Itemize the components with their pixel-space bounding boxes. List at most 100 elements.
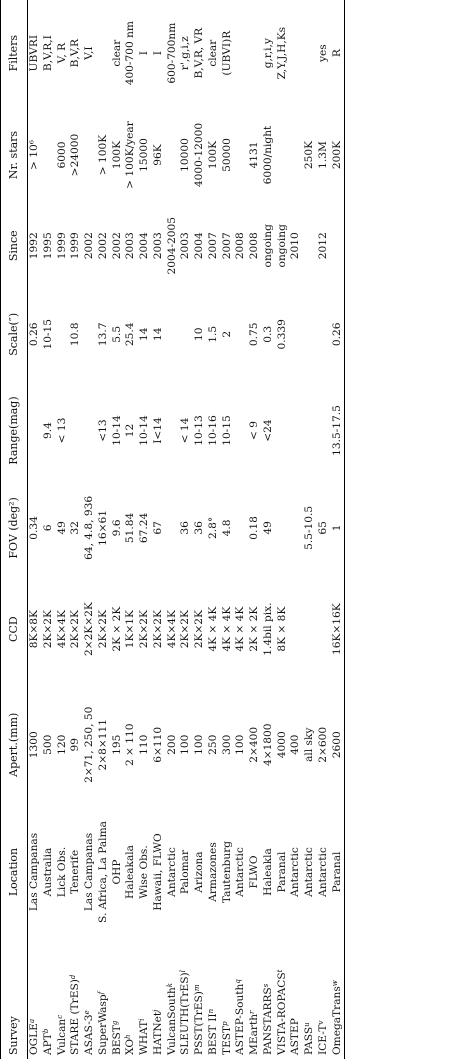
cell-survey: ASAS-3e: [83, 937, 97, 1059]
table-row: OGLEa Las Campanas 1300 8K×8K 0.34 0.26 1992 > …: [28, 0, 42, 1059]
footnote-marker: q: [234, 979, 243, 984]
header-location: Location: [7, 847, 20, 897]
cell-fov: 0.34: [28, 516, 40, 540]
cell-range: 10-13: [193, 415, 205, 446]
table-row: ASTEP Antarctic 400 2010: [289, 0, 303, 1059]
cell-nr-stars: > 100K: [96, 134, 109, 176]
survey-name: VulcanSouth: [165, 987, 178, 1055]
survey-name: XO: [124, 1038, 137, 1055]
header-since: Since: [7, 230, 20, 262]
cell-scale: 10-15: [41, 319, 54, 350]
cell-since: 1999: [55, 232, 68, 260]
cell-nr-stars: 96K: [151, 144, 164, 166]
cell-location: Antarctic: [316, 847, 329, 897]
cell-filters: 400-700 nm: [124, 21, 137, 86]
cell-nr-stars: 15000: [138, 138, 150, 172]
cell-fov: 36: [193, 521, 205, 535]
cell-location: Paranal: [330, 851, 343, 893]
footnote-marker: v: [316, 1020, 325, 1025]
cell-nr-stars: > 100K/year: [124, 121, 137, 189]
table-row: ICE-Tv Antarctic 2×600 65 2012 1.3M yes: [317, 0, 331, 1059]
cell-nr-stars: [276, 106, 290, 203]
cell-filters: yes: [316, 44, 329, 63]
cell-location: S. Africa, La Palma: [96, 821, 109, 923]
table-row: PASSu Antarctic all sky 5.5-10.5 250K: [303, 0, 317, 1059]
cell-survey: XOh: [124, 937, 138, 1059]
cell-aperture: all sky: [303, 727, 315, 762]
cell-scale: 10.8: [69, 322, 82, 347]
footnote-marker: n: [206, 1008, 215, 1014]
cell-location: Antarctic: [234, 847, 247, 897]
cell-ccd: 1.4bil pix.: [261, 602, 274, 656]
table-row: HATNetj Hawaii, FLWO 6×110 2K×2K 67 I<14 14 200…: [152, 0, 166, 1059]
cell-range: < 13: [55, 417, 68, 444]
cell-ccd: 8K×8K: [28, 610, 40, 649]
cell-aperture: 99: [69, 738, 82, 752]
cell-filters: B,V,R, VR: [193, 27, 205, 79]
header-survey: Survey: [7, 1016, 20, 1055]
cell-location: Haleakala: [124, 845, 137, 899]
cell-filters: (UBVI)R: [220, 30, 233, 76]
footnote-marker: b: [41, 1028, 50, 1034]
cell-range: 10-14: [110, 415, 123, 446]
survey-name: PANSTARRS: [261, 987, 274, 1055]
header-fov: FOV (deg²): [7, 497, 20, 559]
footnote-marker: u: [303, 1022, 311, 1027]
cell-range: 13.5-17.5: [330, 405, 343, 456]
cell-since: 1992: [28, 232, 40, 260]
cell-survey: BESTg: [111, 937, 125, 1059]
cell-aperture: 100: [193, 734, 205, 755]
cell-ccd: 4K × 4K: [206, 606, 219, 652]
survey-name: BEST: [110, 1025, 123, 1055]
cell-since: 2008: [248, 232, 260, 260]
cell-nr-stars: 100K: [206, 140, 219, 170]
survey-name: APT: [41, 1033, 54, 1055]
survey-name: Vulcan: [55, 1018, 68, 1055]
cell-aperture: 6×110: [151, 726, 164, 763]
cell-scale: 14: [138, 327, 150, 342]
table-row: SLEUTH(TrES)l Palomar 100 2K×2K 36 < 14 2003 10…: [179, 0, 193, 1059]
cell-location: Las Campanas: [83, 832, 95, 912]
header-aperture: Apert.(mm): [7, 712, 20, 777]
cell-fov: [166, 480, 180, 575]
cell-scale: [317, 288, 331, 381]
cell-scale: 0.26: [330, 322, 343, 347]
cell-ccd: 2K×2K: [138, 610, 150, 649]
table-row: APTb Australia 500 2K×2K 6 9.4 10-15 1995 B,V,R,…: [42, 0, 56, 1059]
cell-survey: MEarthr: [248, 937, 262, 1059]
cell-ccd: 2K×2K: [96, 610, 109, 649]
cell-scale: 1.5: [206, 325, 219, 343]
table-row: Vulcanc Lick Obs. 120 4K×4K 49 < 13 1999 6000 V,…: [56, 0, 70, 1059]
cell-fov: 64, 4.8, 936: [83, 495, 95, 560]
cell-survey: ASTEP-Southq: [234, 937, 248, 1059]
cell-ccd: 16K×16K: [330, 603, 343, 655]
survey-name: OGLE: [28, 1023, 40, 1055]
cell-since: 2003: [151, 232, 164, 260]
cell-scale: [83, 288, 97, 381]
cell-location: Armazones: [206, 842, 219, 902]
cell-aperture: 250: [206, 734, 219, 755]
cell-survey: BEST IIn: [207, 937, 221, 1059]
cell-since: 2002: [110, 232, 123, 260]
cell-scale: [234, 288, 248, 381]
cell-ccd: 2K×2K: [151, 610, 164, 649]
survey-name: STARE (TrES): [69, 979, 82, 1055]
cell-scale: 0.339: [275, 319, 288, 350]
survey-name: ICE-T: [316, 1024, 329, 1056]
footnote-marker: m: [193, 984, 201, 992]
cell-aperture: 2×71, 250, 50: [83, 706, 95, 783]
survey-name: MEarth: [248, 1013, 260, 1055]
cell-since: 2008: [234, 232, 247, 260]
cell-scale: 5.5: [110, 325, 123, 343]
cell-survey: HATNetj: [152, 937, 166, 1059]
table-row: XOh Haleakala 2 × 110 1K×1K 51.84 12 25.4 2003 >…: [124, 0, 138, 1059]
cell-survey: PANSTARRSs: [262, 937, 276, 1059]
survey-name: TEST: [220, 1025, 233, 1055]
cell-filters: [303, 0, 317, 106]
footnote-marker: r: [248, 1010, 256, 1014]
cell-survey: TESTp: [221, 937, 235, 1059]
table-row: MEarthr FLWO 2×400 2K × 2K 0.18 < 9 0.75 2008 41…: [248, 0, 262, 1059]
cell-fov: 67.24: [138, 512, 150, 544]
survey-name: HATNet: [151, 1011, 164, 1055]
cell-range: I<14: [151, 417, 164, 444]
